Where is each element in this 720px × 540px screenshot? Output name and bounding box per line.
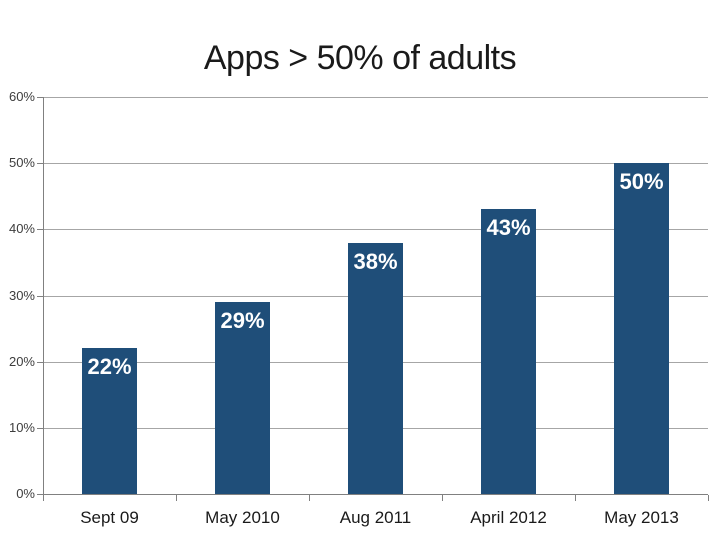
x-axis-label: April 2012 <box>470 508 547 527</box>
x-axis-tick <box>575 495 576 501</box>
x-axis-line <box>43 494 708 495</box>
x-axis-tick <box>176 495 177 501</box>
bar: 29% <box>215 302 270 494</box>
x-axis-tick <box>309 495 310 501</box>
bar-value-label: 22% <box>87 354 132 379</box>
gridline <box>43 97 708 98</box>
x-axis-tick <box>442 495 443 501</box>
y-axis-label: 50% <box>8 155 35 170</box>
bar-value-label: 38% <box>353 249 398 274</box>
y-axis-tick <box>37 296 43 297</box>
y-axis-tick <box>37 97 43 98</box>
gridline <box>43 229 708 230</box>
y-axis-label: 30% <box>8 288 35 303</box>
bar-value-label: 43% <box>486 215 531 240</box>
y-axis-label: 60% <box>8 89 35 104</box>
y-axis-tick <box>37 494 43 495</box>
chart-title: Apps > 50% of adults <box>203 39 517 77</box>
bar: 50% <box>614 163 669 494</box>
bar: 38% <box>348 243 403 494</box>
x-axis-label: May 2013 <box>604 508 679 527</box>
x-axis-label: May 2010 <box>205 508 280 527</box>
bar-value-label: 50% <box>619 169 664 194</box>
x-axis-tick <box>708 495 709 501</box>
x-axis-label: Sept 09 <box>80 508 139 527</box>
y-axis-tick <box>37 428 43 429</box>
y-axis-label: 20% <box>8 354 35 369</box>
y-axis-label: 40% <box>8 221 35 236</box>
y-axis-line <box>43 97 44 501</box>
bar-value-label: 29% <box>220 308 265 333</box>
y-axis-tick <box>37 163 43 164</box>
x-axis-label: Aug 2011 <box>339 508 412 527</box>
x-axis-tick <box>43 495 44 501</box>
bar: 22% <box>82 348 137 494</box>
y-axis-tick <box>37 362 43 363</box>
y-axis-label: 0% <box>16 486 35 501</box>
bar: 43% <box>481 209 536 494</box>
y-axis-label: 10% <box>8 420 35 435</box>
gridline <box>43 163 708 164</box>
y-axis-tick <box>37 229 43 230</box>
